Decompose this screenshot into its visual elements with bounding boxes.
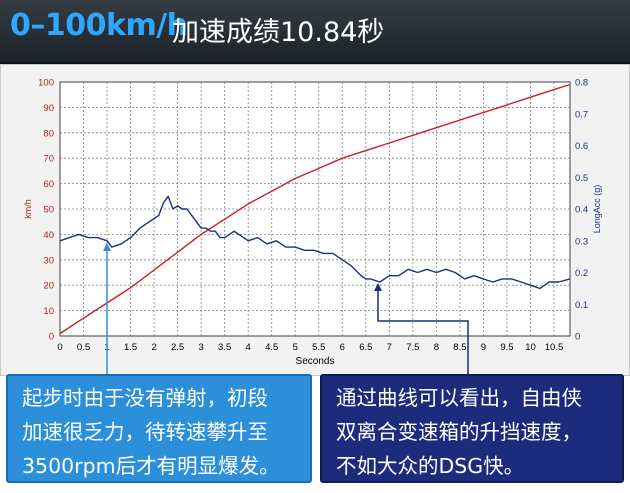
y-right-tick-label: 0.4 (575, 205, 588, 216)
y-left-tick-label: 10 (43, 306, 54, 317)
y-left-tick-label: 50 (43, 205, 54, 216)
x-tick-label: 9 (481, 342, 486, 353)
x-tick-label: 6.5 (359, 342, 372, 353)
x-tick-label: 4.5 (265, 342, 278, 353)
x-tick-label: 5 (293, 342, 298, 353)
x-tick-label: 5.5 (312, 342, 325, 353)
x-tick-label: 1.5 (124, 342, 137, 353)
x-tick-label: 8 (434, 342, 439, 353)
y-left-tick-label: 20 (43, 281, 54, 292)
x-tick-label: 8.5 (453, 342, 466, 353)
x-tick-label: 0.5 (77, 342, 90, 353)
x-tick-label: 10.5 (545, 342, 564, 353)
x-tick-label: 10 (525, 342, 536, 353)
caption-left-line: 起步时由于没有弹射，初段 (22, 386, 268, 410)
x-tick-label: 2.5 (171, 342, 184, 353)
y-left-tick-label: 0 (49, 332, 54, 343)
x-axis-label: Seconds (296, 356, 335, 367)
y-right-tick-label: 0.3 (575, 236, 588, 247)
y-left-tick-label: 70 (43, 154, 54, 165)
x-tick-label: 6 (340, 342, 345, 353)
y-right-tick-label: 0.2 (575, 268, 588, 279)
x-tick-label: 0 (57, 342, 62, 353)
acceleration-chart: 00.511.522.533.544.555.566.577.588.599.5… (23, 78, 602, 374)
caption-right: 通过曲线可以看出，自由侠 双离合变速箱的升挡速度， 不如大众的DSG快。 (320, 374, 624, 483)
title-main: 0–100km/h (10, 8, 188, 43)
y-right-tick-label: 0.8 (575, 78, 588, 89)
title-sub: 加速成绩10.84秒 (172, 17, 385, 48)
speed-line (59, 83, 571, 335)
caption-left: 起步时由于没有弹射，初段 加速很乏力，待转速攀升至 3500rpm后才有明显爆发… (6, 374, 312, 483)
x-tick-label: 3.5 (218, 342, 231, 353)
x-tick-label: 4 (246, 342, 251, 353)
caption-right-line: 通过曲线可以看出，自由侠 (336, 386, 582, 410)
y-left-axis-label: km/h (23, 199, 33, 219)
y-left-tick-label: 90 (43, 103, 54, 114)
y-left-tick-label: 80 (43, 128, 54, 139)
callout-left-arrow (103, 243, 111, 251)
title-bar: 0–100km/h 加速成绩10.84秒 (0, 0, 630, 64)
x-tick-label: 7 (387, 342, 392, 353)
caption-left-line: 加速很乏力，待转速攀升至 (22, 420, 268, 444)
y-right-tick-label: 0.7 (575, 109, 588, 120)
y-left-tick-label: 40 (43, 230, 54, 241)
x-tick-label: 2 (151, 342, 156, 353)
y-right-tick-label: 0.5 (575, 173, 588, 184)
x-tick-label: 7.5 (406, 342, 419, 353)
x-tick-label: 3 (198, 342, 203, 353)
caption-right-line: 双离合变速箱的升挡速度， (336, 420, 582, 444)
accel-line (59, 195, 571, 290)
callout-right-arrow (374, 283, 382, 291)
y-right-axis-label: LongAcc (g) (592, 185, 602, 234)
y-left-tick-label: 100 (38, 78, 54, 89)
y-left-tick-label: 30 (43, 255, 54, 266)
callout-right-line (377, 289, 469, 374)
y-right-tick-label: 0 (575, 332, 580, 343)
y-right-tick-label: 0.1 (575, 300, 588, 311)
y-left-tick-label: 60 (43, 179, 54, 190)
x-tick-label: 9.5 (500, 342, 513, 353)
y-right-tick-label: 0.6 (575, 141, 588, 152)
caption-right-line: 不如大众的DSG快。 (336, 454, 525, 478)
caption-left-line: 3500rpm后才有明显爆发。 (22, 454, 280, 478)
